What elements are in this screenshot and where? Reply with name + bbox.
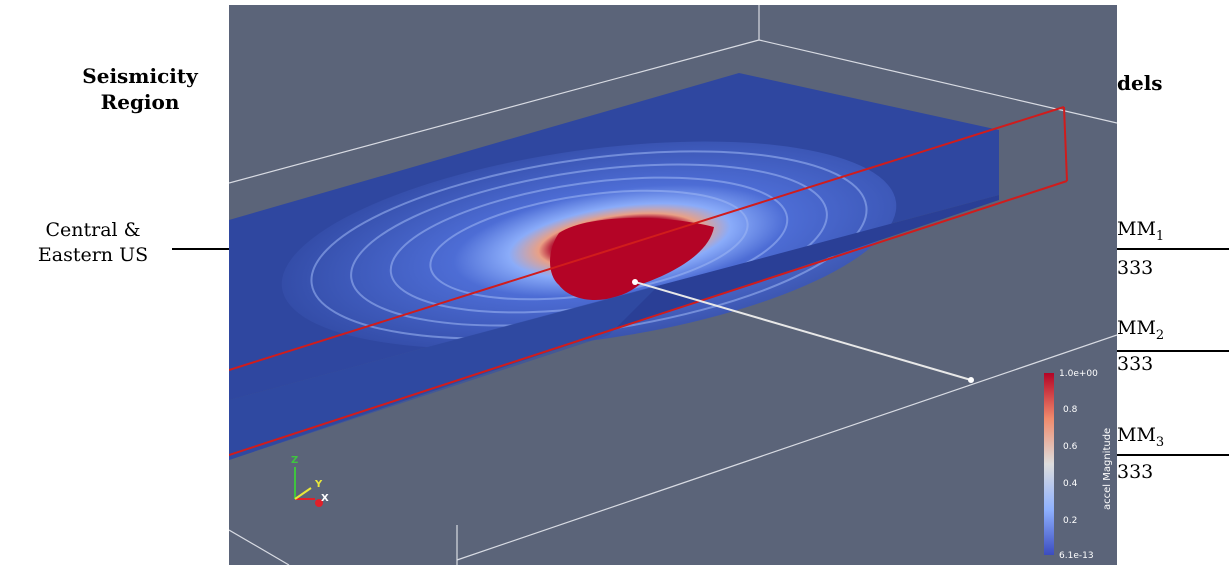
probe-end-handle[interactable] [968,377,974,383]
model-3-value: 333 [1117,461,1154,483]
model-2-name: MM2 [1117,317,1165,343]
bounding-box-outline [229,5,1117,565]
region-leader-line [172,248,232,250]
colorbar-tick-0: 0.8 [1063,405,1078,415]
3d-render-viewport[interactable]: Z Y X 1.0e+00 0.8 0.6 0.4 0.2 6.1e-13 ac… [229,5,1117,565]
colorbar-gradient [1044,373,1054,555]
colorbar-tick-3: 0.2 [1063,516,1078,526]
heading-line-2: Region [100,90,180,114]
model-3-name: MM3 [1117,424,1165,450]
colorbar-title: accel Magnitude [1102,427,1113,510]
colorbar-min-label: 6.1e-13 [1059,551,1094,561]
region-label: Central & Eastern US [18,218,168,268]
clip-box [229,106,1068,456]
probe-start-handle[interactable] [632,279,638,285]
orientation-axes [294,467,323,507]
heading-line-1: Seismicity [82,64,198,88]
high-amplitude-region [550,217,714,300]
region-line-2: Eastern US [37,244,149,266]
seismicity-region-heading: Seismicity Region [60,63,220,115]
seismic-slab-render [229,5,1117,565]
region-line-1: Central & [45,219,141,241]
axis-x-label: X [321,493,329,504]
model-1-leader [1117,248,1229,250]
axis-z-label: Z [291,455,299,466]
colorbar-tick-2: 0.4 [1063,479,1078,489]
model-1-value: 333 [1117,257,1154,279]
colorbar-tick-1: 0.6 [1063,442,1078,452]
models-heading-partial: dels [1117,71,1163,95]
axis-y-label: Y [315,479,323,490]
model-1-name: MM1 [1117,218,1165,244]
model-3-leader [1117,454,1229,456]
probe-line[interactable] [634,281,972,381]
model-2-leader [1117,350,1229,352]
model-2-value: 333 [1117,353,1154,375]
colorbar-max-label: 1.0e+00 [1059,369,1098,379]
